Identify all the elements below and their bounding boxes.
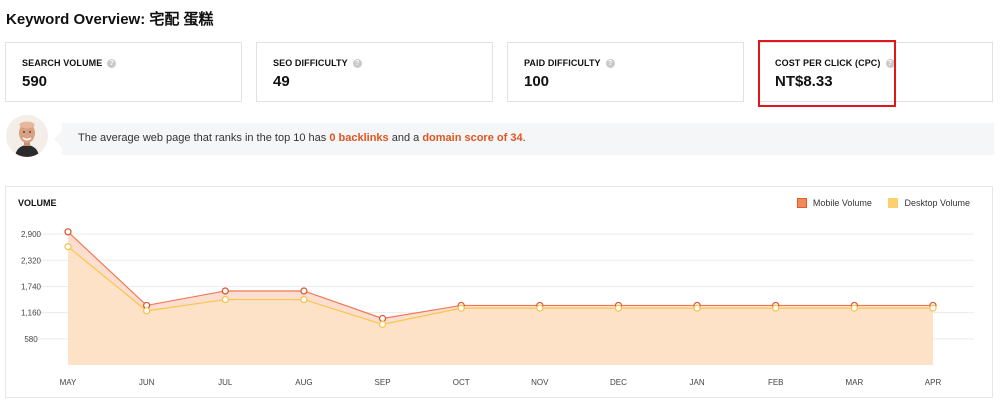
data-point-mobile: [300, 287, 308, 295]
metrics-row: SEARCH VOLUME? 590 SEO DIFFICULTY? 49 PA…: [5, 42, 993, 104]
insight-text: .: [522, 132, 526, 144]
y-tick-label: 580: [24, 335, 38, 344]
metric-search-volume: SEARCH VOLUME? 590: [5, 42, 242, 102]
data-point-desktop: [64, 243, 72, 251]
metric-label: SEO DIFFICULTY?: [273, 58, 362, 68]
legend-swatch-mobile: [796, 198, 807, 208]
x-tick-label: OCT: [453, 378, 470, 387]
data-point-mobile: [64, 228, 72, 236]
data-point-desktop: [300, 295, 308, 304]
x-tick-label: APR: [925, 378, 942, 387]
volume-chart-card: 2,900 2,320 1,740 1,160 580 MAY JUN JUL AUG SEP O…: [5, 186, 993, 398]
series-line-desktop: [67, 246, 933, 325]
data-point-desktop: [772, 304, 780, 312]
data-point-desktop: [693, 304, 701, 312]
help-icon[interactable]: ?: [107, 59, 117, 68]
insight-text: The average web page that ranks in the t…: [78, 132, 330, 144]
y-tick-label: 2,900: [21, 230, 42, 239]
data-point-mobile: [221, 287, 229, 295]
cpc-highlight-box: [758, 40, 896, 107]
metric-label: SEARCH VOLUME?: [22, 58, 117, 68]
metric-label: PAID DIFFICULTY?: [524, 58, 615, 68]
data-point-desktop: [536, 304, 544, 312]
y-tick-label: 1,740: [21, 282, 42, 291]
x-tick-label: JAN: [690, 378, 705, 387]
data-point-desktop: [614, 304, 623, 312]
avatar: [6, 115, 48, 157]
legend-item-mobile[interactable]: Mobile Volume: [796, 198, 872, 208]
help-icon[interactable]: ?: [885, 59, 895, 68]
series-line-mobile: [67, 231, 933, 320]
chart-title: VOLUME: [18, 198, 57, 208]
chart-legend: Mobile Volume Desktop Volume: [783, 198, 970, 208]
x-tick-label: NOV: [531, 378, 549, 387]
domain-score-link[interactable]: domain score of 34: [422, 132, 523, 144]
insight-message: The average web page that ranks in the t…: [54, 123, 994, 155]
data-point-desktop: [378, 320, 387, 328]
data-point-desktop: [929, 304, 937, 312]
metric-value: NT$8.33: [775, 73, 833, 90]
help-icon[interactable]: ?: [352, 59, 362, 68]
x-tick-label: MAR: [845, 378, 863, 387]
data-point-mobile: [378, 314, 387, 323]
metric-value: 100: [524, 73, 550, 90]
page-title: Keyword Overview: 宅配 蛋糕: [6, 11, 214, 28]
data-point-desktop: [143, 307, 151, 315]
data-point-desktop: [221, 295, 229, 304]
legend-label: Mobile Volume: [812, 198, 872, 208]
volume-chart: 2,900 2,320 1,740 1,160 580 MAY JUN JUL AUG SEP O…: [21, 228, 974, 387]
y-tick-label: 2,320: [21, 256, 42, 265]
person-icon: [6, 115, 48, 157]
backlinks-link[interactable]: 0 backlinks: [329, 132, 389, 144]
legend-label: Desktop Volume: [904, 198, 970, 208]
metric-paid-difficulty: PAID DIFFICULTY? 100: [507, 42, 744, 102]
help-icon[interactable]: ?: [605, 59, 615, 68]
y-tick-label: 1,160: [21, 309, 42, 318]
x-tick-label: AUG: [295, 378, 312, 387]
metric-cost-per-click: COST PER CLICK (CPC)? NT$8.33: [758, 42, 993, 102]
data-point-desktop: [457, 304, 465, 312]
x-tick-label: SEP: [375, 378, 391, 387]
insight-text: and a: [388, 132, 423, 144]
metric-seo-difficulty: SEO DIFFICULTY? 49: [256, 42, 493, 102]
data-point-desktop: [850, 304, 858, 312]
x-tick-label: FEB: [768, 378, 784, 387]
metric-value: 49: [273, 73, 290, 90]
metric-value: 590: [22, 73, 48, 90]
metric-label: COST PER CLICK (CPC)?: [775, 58, 895, 68]
x-tick-label: JUL: [218, 378, 233, 387]
x-tick-label: JUN: [139, 378, 155, 387]
x-tick-label: MAY: [60, 378, 77, 387]
area-desktop: [68, 246, 933, 365]
legend-swatch-desktop: [888, 198, 899, 208]
legend-item-desktop[interactable]: Desktop Volume: [888, 198, 970, 208]
x-tick-label: DEC: [610, 378, 627, 387]
